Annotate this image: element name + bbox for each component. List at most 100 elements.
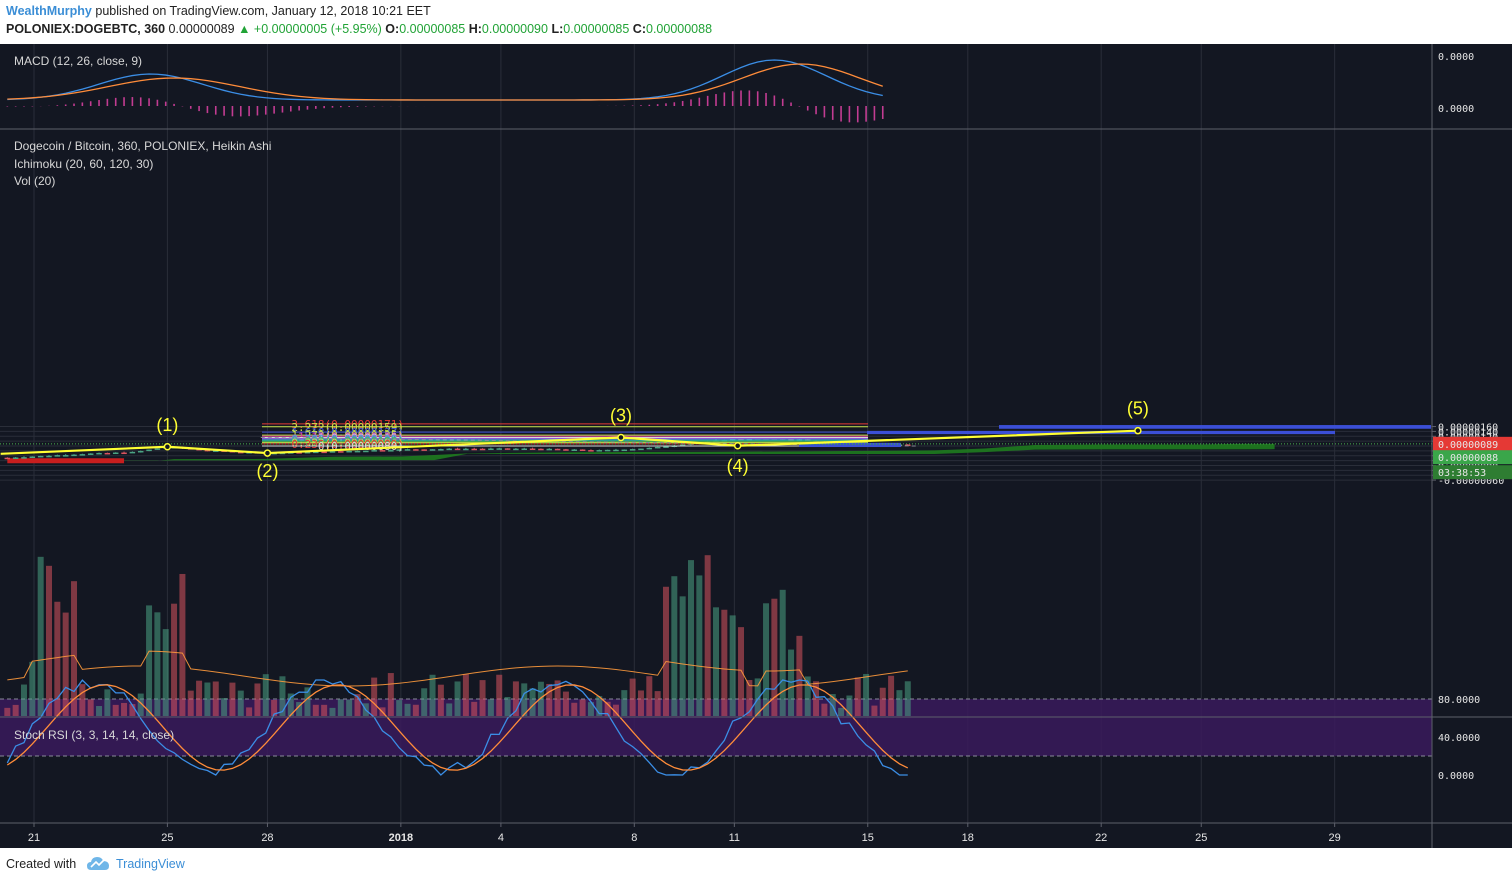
wave-label: (1) [156, 415, 178, 435]
candle-up [654, 446, 661, 449]
price-tick-label: 0.00000140 [1438, 427, 1498, 438]
macd-histogram-bar [806, 106, 809, 111]
macd-histogram-bar [715, 94, 717, 106]
time-tick-label: 28 [261, 832, 273, 844]
tradingview-link[interactable]: TradingView [116, 857, 185, 871]
volume-bar [487, 699, 494, 716]
candle-up [304, 451, 311, 454]
price-change: ▲ +0.00000005 (+5.95%) [238, 22, 382, 36]
volume-bar [838, 707, 845, 716]
time-axis[interactable]: 21 25 28 2018 4 8 11 15 18 22 25 29 [28, 823, 1341, 844]
elliott-waves[interactable]: (1) (2) (3) (4) (5) [0, 399, 1149, 481]
macd-histogram-bar [706, 95, 709, 106]
candle-down [905, 444, 911, 447]
volume-bar [87, 699, 94, 716]
symbol-ohlc-line: POLONIEX:DOGEBTC, 360 0.00000089 ▲ +0.00… [6, 22, 712, 36]
macd-histogram-bar [831, 106, 834, 120]
candle-down [296, 452, 302, 454]
volume-bar [37, 556, 44, 716]
high-label: H: [468, 22, 482, 36]
macd-histogram-bar [856, 106, 859, 123]
volume-bar [412, 704, 419, 716]
macd-histogram-bar [781, 98, 784, 106]
volume-bar [371, 677, 378, 716]
time-tick-label: 25 [161, 832, 173, 844]
volume-bar [129, 704, 136, 716]
macd-histogram-bar [690, 99, 692, 106]
macd-histogram-bar [148, 98, 150, 106]
candle-up [679, 444, 686, 447]
macd-histogram-bar [740, 90, 742, 106]
chart-canvas[interactable]: 3.618(0.00000171)2.272(0.00000159)1.618(… [0, 44, 1512, 848]
candle-up [154, 448, 161, 450]
volume-bar [804, 676, 811, 716]
volume-bar [29, 661, 36, 716]
volume-bar [354, 694, 361, 716]
volume-bar [171, 603, 178, 716]
volume-ma-line [7, 650, 908, 687]
ichimoku-label: Ichimoku (20, 60, 120, 30) [14, 157, 153, 171]
volume-bar [12, 704, 19, 716]
candle-down [238, 451, 244, 454]
macd-histogram-bar [56, 105, 59, 106]
volume-bar [696, 575, 703, 716]
candle-up [496, 448, 502, 450]
candle-up [388, 450, 394, 452]
wave-path [0, 429, 1138, 455]
volume-bar [504, 696, 511, 716]
macd-histogram-bar [698, 97, 701, 106]
volume-bar [462, 674, 469, 716]
fib-extension[interactable]: 3.618(0.00000171)2.272(0.00000159)1.618(… [260, 418, 918, 453]
author-link[interactable]: WealthMurphy [6, 4, 92, 18]
fib-level-label: 1.13(0.00000120) [298, 430, 404, 443]
volume-bar [537, 681, 544, 716]
macd-histogram-bar [681, 100, 684, 106]
price-axis[interactable]: 0.000001600.000001400.000001200.00000100… [1432, 52, 1512, 782]
candle-up [112, 452, 119, 455]
price-tick-label: -0.00000060 [1438, 476, 1504, 487]
wave-point [263, 449, 272, 457]
volume-bar [4, 707, 11, 716]
volume-bar [771, 598, 778, 716]
volume-bar [112, 704, 119, 716]
candle-up [396, 449, 402, 451]
macd-histogram-bar [823, 106, 826, 118]
volume-bar [596, 696, 603, 716]
macd-histogram-bar [173, 103, 175, 106]
macd-tick-label: 0.0000 [1438, 52, 1474, 63]
time-tick-label: 4 [498, 832, 504, 844]
candle-down [579, 449, 586, 451]
macd-histogram-bar [756, 91, 759, 106]
volume-bar [796, 635, 803, 716]
volume-bar [71, 581, 78, 716]
volume-bar [529, 688, 536, 716]
volume-bar [404, 703, 411, 716]
macd-histogram-bar [298, 106, 300, 111]
volume-bar [104, 689, 111, 716]
macd-histogram-bar [206, 106, 209, 114]
volume-bar [179, 573, 186, 716]
candle-up [638, 448, 644, 451]
macd-histogram-bar [723, 92, 726, 106]
candle-down [104, 452, 111, 455]
candle-up [463, 448, 469, 451]
candle-down [504, 448, 511, 450]
last-price-tag-bg [1433, 436, 1512, 451]
candle-up [571, 449, 578, 451]
macd-histogram-bar [340, 106, 342, 108]
volume-bar [662, 586, 669, 716]
volume-bar [888, 675, 895, 716]
candle-up [521, 448, 527, 451]
macd-histogram-bar [248, 106, 250, 117]
volume-bar [337, 699, 344, 716]
wave-label: (5) [1127, 399, 1149, 419]
footer: Created with TradingView [0, 848, 1512, 882]
macd-tick-label: 0.0000 [1438, 104, 1474, 115]
volume-bars [4, 555, 911, 716]
volume-bar [646, 676, 653, 716]
volume-bar [863, 673, 870, 716]
volume-bar [546, 683, 553, 716]
wave-point [163, 443, 172, 451]
macd-histogram-bar [264, 106, 267, 115]
candle-down [529, 448, 536, 451]
